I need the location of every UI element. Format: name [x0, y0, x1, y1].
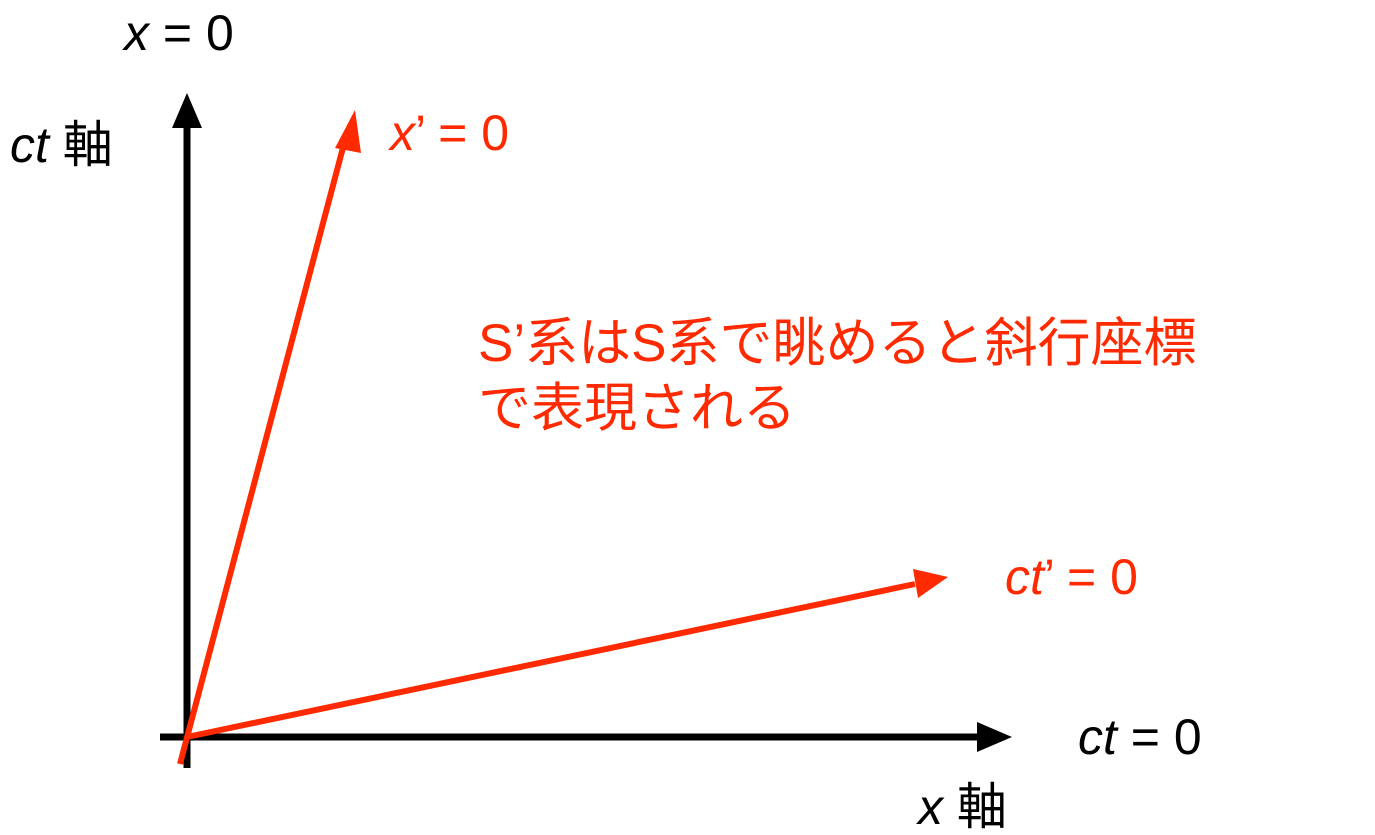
label-ct-axis-var: ct — [10, 117, 49, 173]
label-x-zero: x = 0 — [124, 8, 234, 58]
ct-axis-arrowhead — [172, 93, 202, 128]
label-ctprime-zero-var: ct — [1005, 549, 1044, 605]
label-xprime-zero-var: x — [390, 105, 415, 161]
label-ct-axis: ct 軸 — [10, 120, 113, 170]
label-x-axis: x 軸 — [918, 782, 1007, 832]
x-axis-arrowhead — [977, 722, 1012, 752]
label-ctprime-zero-rest: ’ = 0 — [1043, 549, 1138, 605]
label-x-axis-var: x — [918, 779, 943, 835]
label-ct-axis-rest: 軸 — [48, 117, 113, 173]
label-ct-zero: ct = 0 — [1078, 712, 1202, 762]
xprime-axis-arrowhead — [913, 569, 948, 598]
caption-line-1: S’系はS系で眺めると斜行座標 — [478, 314, 1197, 373]
label-xprime-zero-rest: ’ = 0 — [415, 105, 510, 161]
ctprime-axis-line — [177, 139, 348, 765]
label-x-axis-rest: 軸 — [943, 779, 1007, 835]
xprime-axis-line — [186, 581, 916, 740]
label-ct-zero-var: ct — [1078, 709, 1117, 765]
caption-line-2: で表現される — [478, 378, 796, 438]
label-x-zero-var: x — [124, 5, 149, 61]
caption: S’系はS系で眺めると斜行座標 で表現される — [478, 312, 1196, 441]
label-x-zero-rest: = 0 — [149, 5, 234, 61]
ctprime-axis-arrowhead — [335, 110, 361, 153]
label-xprime-zero: x’ = 0 — [390, 108, 509, 158]
label-ct-zero-rest: = 0 — [1116, 709, 1202, 765]
label-ctprime-zero: ct’ = 0 — [1005, 552, 1138, 602]
